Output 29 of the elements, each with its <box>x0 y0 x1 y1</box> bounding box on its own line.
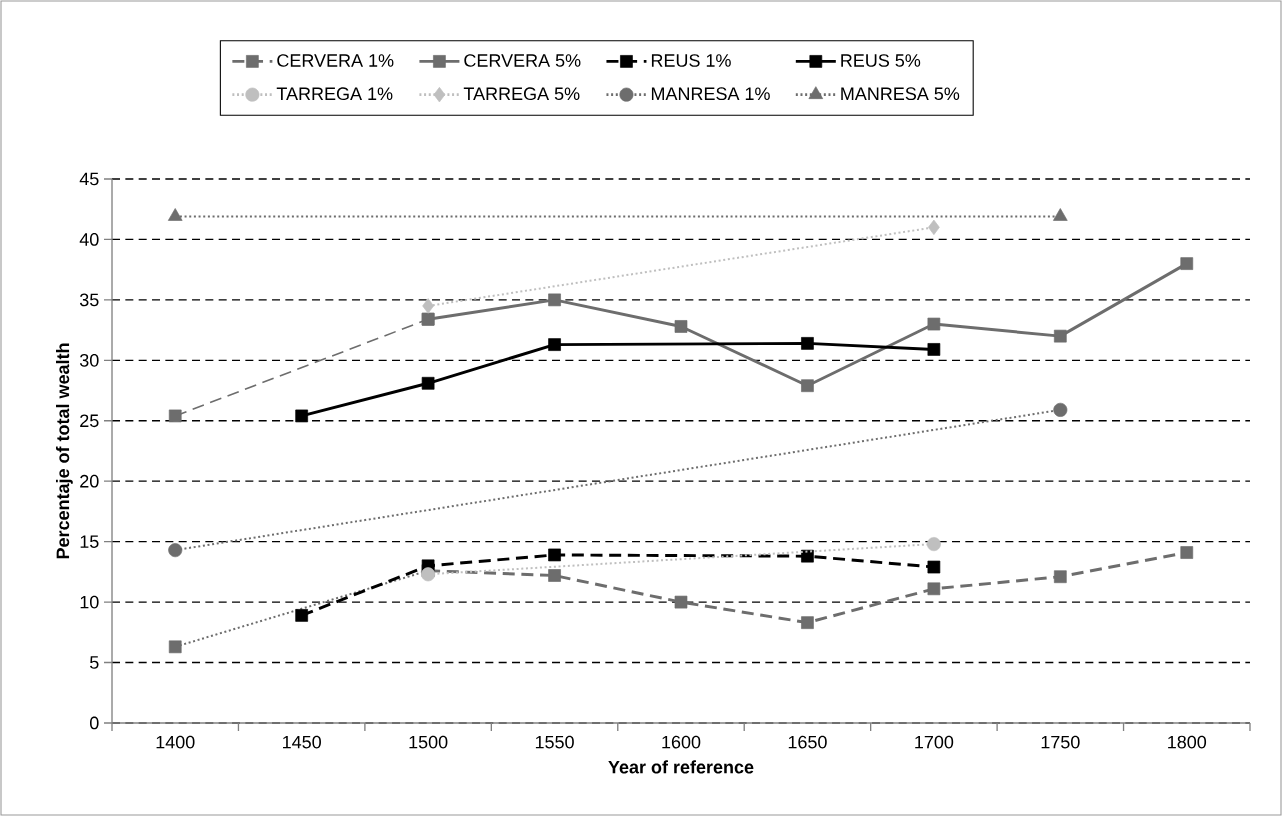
legend-label: TARREGA 5% <box>463 87 580 101</box>
legend-label: CERVERA 5% <box>464 54 581 67</box>
x-tick-label: 1800 <box>1168 735 1207 749</box>
y-tick-label: 35 <box>79 293 99 307</box>
y-tick-label: 45 <box>79 172 99 186</box>
x-tick-label: 1650 <box>788 735 827 749</box>
legend-label: REUS 1% <box>651 54 731 67</box>
y-tick-label: 25 <box>80 414 99 428</box>
x-tick-label: 1550 <box>535 735 574 749</box>
x-tick-label: 1400 <box>156 735 195 749</box>
y-axis-title: Percentaje of total wealth <box>56 343 73 559</box>
y-tick-label: 40 <box>79 233 99 246</box>
y-tick-label: 5 <box>90 656 99 669</box>
legend-label: MANRESA 1% <box>651 87 770 101</box>
y-tick-label: 10 <box>80 595 99 609</box>
legend-label: CERVERA 1% <box>277 54 394 67</box>
y-tick-label: 0 <box>90 716 99 730</box>
x-axis-title: Year of reference <box>608 760 754 774</box>
y-tick-label: 20 <box>80 474 99 488</box>
legend-label: MANRESA 5% <box>841 87 960 101</box>
x-tick-label: 1750 <box>1041 735 1080 749</box>
x-tick-label: 1450 <box>283 735 321 749</box>
x-tick-label: 1700 <box>915 735 954 749</box>
x-tick-label: 1600 <box>662 735 701 749</box>
legend-label: TARREGA 1% <box>276 87 393 101</box>
y-tick-label: 15 <box>80 535 99 548</box>
y-tick-label: 30 <box>79 353 99 367</box>
x-tick-label: 1500 <box>409 735 448 749</box>
legend-label: REUS 5% <box>841 54 921 67</box>
